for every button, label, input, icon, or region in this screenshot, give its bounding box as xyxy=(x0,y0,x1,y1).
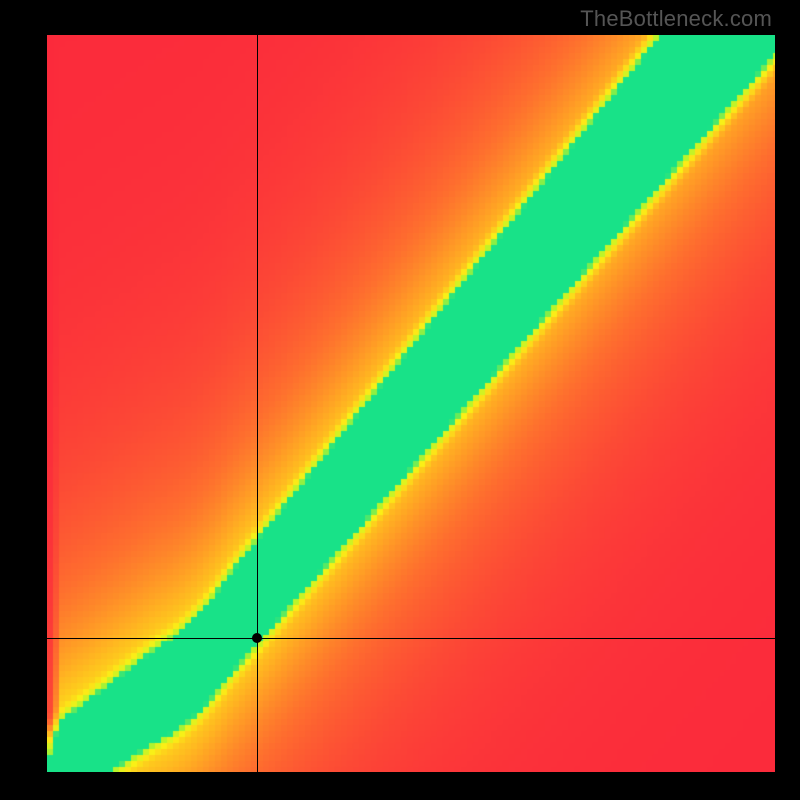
bottleneck-heatmap xyxy=(47,35,775,772)
crosshair-vertical xyxy=(257,35,258,772)
watermark-text: TheBottleneck.com xyxy=(580,6,772,32)
chart-outer: TheBottleneck.com xyxy=(0,0,800,800)
crosshair-horizontal xyxy=(47,638,775,639)
plot-frame xyxy=(47,35,775,772)
crosshair-marker[interactable] xyxy=(252,633,262,643)
